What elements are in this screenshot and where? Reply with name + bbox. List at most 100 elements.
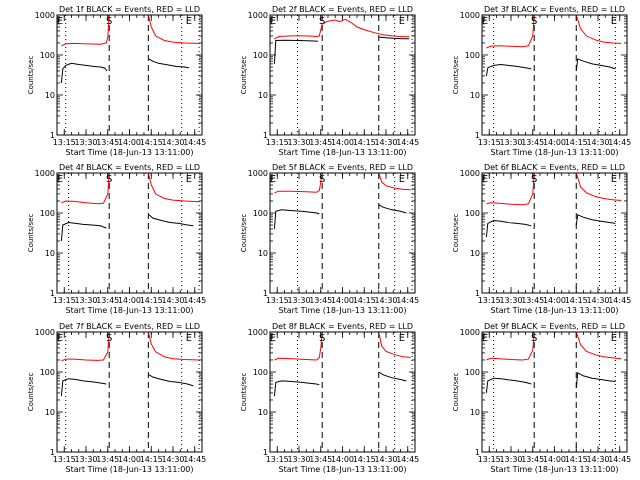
series-line-lld: [274, 18, 410, 40]
y-tick-label: 100: [465, 368, 480, 377]
interval-marker-e: E: [57, 333, 63, 344]
series-line-lld: [147, 15, 200, 44]
y-tick-label: 10: [470, 249, 480, 258]
x-tick-label: 14:45: [396, 455, 419, 464]
interval-marker-s: S: [319, 333, 325, 344]
x-tick-label: 14:45: [183, 455, 206, 464]
y-tick-label: 1000: [460, 11, 480, 20]
x-tick-label: 14:00: [331, 296, 354, 305]
x-tick-label: 13:45: [309, 138, 332, 147]
x-tick-label: 13:15: [53, 138, 76, 147]
x-tick-label: 14:30: [374, 296, 397, 305]
series-line-lld: [486, 15, 535, 49]
plot-frame: [269, 172, 416, 294]
x-tick-label: 14:45: [608, 296, 631, 305]
x-tick-label: 13:45: [521, 138, 544, 147]
plot-frame: [56, 331, 203, 453]
interval-marker-s: S: [319, 16, 325, 27]
interval-marker-s: S: [106, 333, 112, 344]
series-line-lld: [575, 15, 622, 44]
panel-p6: Det 6f BLACK = Events, RED = LLD 1 10 100 10…: [452, 163, 631, 315]
series-line-events: [575, 372, 616, 388]
panel-title: Det 1f BLACK = Events, RED = LLD: [59, 5, 200, 14]
x-tick-label: 13:45: [96, 296, 119, 305]
interval-marker-e: E: [399, 16, 405, 27]
y-tick-label: 1: [263, 131, 268, 140]
y-axis-label: Counts/sec: [452, 373, 460, 412]
series-line-events: [485, 63, 532, 76]
x-tick-label: 14:00: [543, 138, 566, 147]
x-tick-label: 14:00: [331, 455, 354, 464]
x-axis-label: Start Time (18-Jun-13 13:11:00): [66, 306, 194, 315]
panel-title: Det 3f BLACK = Events, RED = LLD: [484, 5, 625, 14]
plot-frame: [269, 14, 416, 136]
y-axis-label: Counts/sec: [240, 56, 248, 95]
interval-marker-e: E: [186, 16, 192, 27]
y-axis-label: Counts/sec: [27, 214, 35, 253]
interval-marker-s: S: [531, 174, 537, 185]
y-tick-label: 100: [253, 51, 268, 60]
x-tick-label: 13:30: [287, 138, 310, 147]
y-tick-label: 10: [45, 408, 55, 417]
x-tick-label: 13:15: [266, 138, 289, 147]
x-tick-label: 14:30: [161, 455, 184, 464]
x-tick-label: 14:15: [353, 296, 376, 305]
x-tick-label: 13:30: [287, 296, 310, 305]
y-tick-label: 100: [40, 368, 55, 377]
x-tick-label: 14:15: [565, 138, 588, 147]
series-line-events: [148, 214, 194, 227]
x-tick-label: 14:00: [118, 455, 141, 464]
panel-title: Det 8f BLACK = Events, RED = LLD: [272, 322, 413, 331]
series-line-events: [148, 58, 190, 69]
interval-marker-e: E: [57, 16, 63, 27]
interval-marker-s: S: [106, 174, 112, 185]
plot-frame: [481, 331, 628, 453]
series-line-events: [485, 377, 532, 393]
y-tick-label: 100: [253, 368, 268, 377]
series-line-lld: [61, 332, 110, 362]
x-tick-label: 13:45: [521, 455, 544, 464]
x-tick-label: 13:30: [74, 296, 97, 305]
panel-title: Det 4f BLACK = Events, RED = LLD: [59, 163, 200, 172]
interval-marker-e: E: [399, 174, 405, 185]
y-tick-label: 1: [263, 289, 268, 298]
y-tick-label: 1000: [35, 169, 55, 178]
x-tick-label: 13:15: [266, 455, 289, 464]
x-tick-label: 13:30: [74, 455, 97, 464]
x-tick-label: 14:15: [140, 296, 163, 305]
x-tick-label: 13:15: [478, 138, 501, 147]
series-line-lld: [147, 173, 200, 203]
x-tick-label: 14:30: [374, 455, 397, 464]
y-tick-label: 100: [465, 51, 480, 60]
y-tick-label: 100: [253, 209, 268, 218]
interval-marker-e: E: [399, 333, 405, 344]
series-line-lld: [486, 332, 535, 361]
y-tick-label: 1: [475, 131, 480, 140]
x-tick-label: 14:45: [608, 455, 631, 464]
series-line-events: [575, 214, 616, 226]
x-tick-label: 14:45: [183, 296, 206, 305]
x-tick-label: 13:45: [309, 455, 332, 464]
series-line-lld: [61, 173, 110, 205]
y-tick-label: 1: [263, 448, 268, 457]
panel-p2: Det 2f BLACK = Events, RED = LLD 1 10 100 10…: [240, 5, 419, 157]
x-tick-label: 14:00: [118, 138, 141, 147]
panel-title: Det 7f BLACK = Events, RED = LLD: [59, 322, 200, 331]
panel-p5: Det 5f BLACK = Events, RED = LLD 1 10 100 10…: [240, 163, 419, 315]
panel-p1: Det 1f BLACK = Events, RED = LLD 1 10 100 10…: [27, 5, 206, 157]
x-tick-label: 14:15: [353, 138, 376, 147]
interval-marker-e: E: [482, 333, 488, 344]
series-line-lld: [147, 332, 200, 361]
series-line-events: [273, 39, 318, 64]
x-tick-label: 13:30: [499, 138, 522, 147]
series-line-events: [378, 36, 410, 40]
x-axis-label: Start Time (18-Jun-13 13:11:00): [491, 465, 619, 474]
x-axis-label: Start Time (18-Jun-13 13:11:00): [66, 148, 194, 157]
y-tick-label: 1000: [35, 11, 55, 20]
y-tick-label: 1000: [248, 169, 268, 178]
series-line-events: [60, 221, 107, 242]
x-tick-label: 14:30: [161, 138, 184, 147]
x-tick-label: 13:30: [499, 455, 522, 464]
interval-marker-e: E: [57, 174, 63, 185]
